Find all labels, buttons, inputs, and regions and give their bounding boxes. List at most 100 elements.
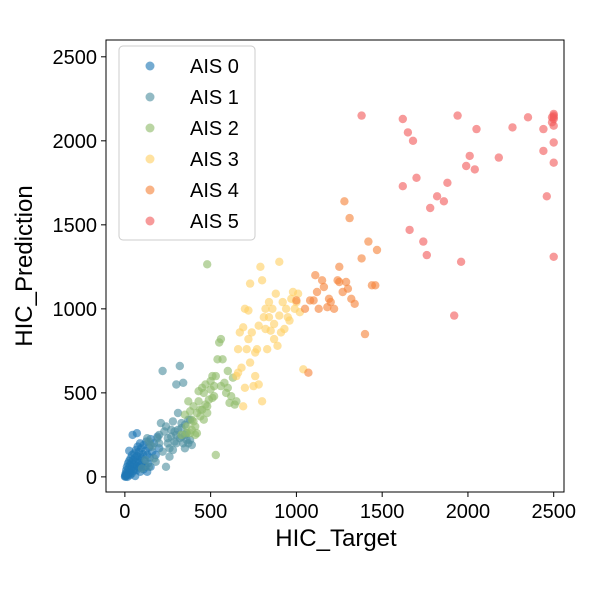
point-ais-3-8 bbox=[245, 358, 255, 367]
point-ais-3-43 bbox=[244, 306, 253, 315]
legend: AIS 0 AIS 1 AIS 2 AIS 3 AIS 4 AIS 5 bbox=[118, 45, 256, 241]
point-ais-2-39 bbox=[209, 392, 219, 401]
point-ais-2-28 bbox=[227, 392, 236, 401]
legend-marker-ais-2 bbox=[145, 123, 155, 133]
point-ais-3-40 bbox=[251, 348, 260, 357]
point-ais-5-17 bbox=[465, 151, 474, 161]
point-ais-5-3 bbox=[408, 136, 418, 145]
point-ais-5-18 bbox=[470, 165, 479, 174]
point-ais-0-57 bbox=[132, 429, 142, 438]
point-ais-1-41 bbox=[168, 445, 178, 455]
point-ais-1-1 bbox=[141, 455, 150, 465]
point-ais-4-7 bbox=[317, 276, 327, 285]
point-ais-2-33 bbox=[216, 334, 226, 344]
point-ais-4-29 bbox=[324, 294, 334, 303]
point-ais-2-3 bbox=[184, 397, 193, 406]
point-ais-5-5 bbox=[405, 225, 414, 235]
point-ais-2-49 bbox=[191, 430, 200, 440]
point-ais-3-47 bbox=[264, 313, 274, 322]
point-ais-5-25 bbox=[542, 192, 551, 201]
point-ais-2-40 bbox=[223, 383, 232, 392]
point-ais-4-18 bbox=[350, 299, 359, 308]
point-ais-3-20 bbox=[266, 326, 275, 335]
point-ais-2-26 bbox=[223, 366, 232, 376]
legend-label-ais-1: AIS 1 bbox=[190, 87, 239, 109]
point-ais-3-7 bbox=[244, 334, 253, 344]
point-ais-5-34 bbox=[549, 252, 558, 261]
x-tick-label-1500: 1500 bbox=[360, 501, 405, 523]
point-ais-1-14 bbox=[173, 408, 183, 418]
point-ais-3-31 bbox=[285, 316, 294, 325]
point-ais-4-6 bbox=[314, 304, 323, 313]
point-ais-5-23 bbox=[539, 124, 548, 134]
point-ais-2-46 bbox=[185, 407, 195, 416]
point-ais-5-11 bbox=[439, 197, 449, 206]
point-ais-3-18 bbox=[263, 345, 272, 354]
point-ais-4-15 bbox=[341, 277, 351, 287]
point-ais-3-50 bbox=[261, 304, 270, 313]
y-tick-label-1000: 1000 bbox=[53, 299, 98, 321]
legend-label-ais-3: AIS 3 bbox=[190, 149, 239, 171]
point-ais-1-11 bbox=[168, 417, 178, 426]
point-ais-1-6 bbox=[158, 447, 167, 456]
point-ais-1-46 bbox=[180, 444, 190, 453]
point-ais-4-23 bbox=[371, 281, 380, 290]
legend-label-ais-5: AIS 5 bbox=[190, 211, 239, 233]
x-tick-label-1000: 1000 bbox=[274, 501, 319, 523]
point-ais-5-15 bbox=[456, 257, 466, 266]
point-ais-2-45 bbox=[208, 371, 217, 381]
x-axis-label: HIC_Target bbox=[275, 525, 397, 552]
point-ais-3-22 bbox=[269, 319, 279, 329]
point-ais-3-42 bbox=[233, 368, 243, 377]
point-ais-1-45 bbox=[143, 434, 152, 443]
point-ais-2-41 bbox=[203, 402, 212, 411]
point-ais-5-14 bbox=[453, 111, 462, 120]
point-ais-4-27 bbox=[304, 368, 313, 377]
point-ais-4-5 bbox=[312, 287, 322, 297]
point-ais-5-35 bbox=[547, 113, 557, 122]
point-ais-3-46 bbox=[239, 402, 248, 411]
point-ais-5-12 bbox=[443, 178, 452, 187]
point-ais-0-64 bbox=[120, 472, 130, 481]
point-ais-1-33 bbox=[175, 361, 184, 371]
y-tick-label-500: 500 bbox=[64, 383, 97, 405]
point-ais-3-45 bbox=[254, 380, 263, 389]
point-ais-4-26 bbox=[345, 213, 354, 223]
point-ais-2-43 bbox=[194, 387, 203, 396]
point-ais-1-39 bbox=[149, 454, 159, 463]
point-ais-2-37 bbox=[199, 415, 208, 424]
point-ais-3-9 bbox=[247, 328, 256, 337]
point-ais-3-44 bbox=[257, 397, 267, 406]
point-ais-4-8 bbox=[319, 282, 329, 292]
legend-marker-ais-4 bbox=[145, 185, 155, 195]
point-ais-3-1 bbox=[233, 345, 243, 354]
x-tick-label-2500: 2500 bbox=[531, 501, 576, 523]
point-ais-3-48 bbox=[275, 257, 284, 266]
point-ais-1-49 bbox=[155, 439, 164, 448]
legend-label-ais-2: AIS 2 bbox=[190, 118, 239, 140]
point-ais-0-55 bbox=[125, 446, 134, 455]
point-ais-3-15 bbox=[257, 276, 267, 285]
point-ais-5-4 bbox=[398, 182, 407, 191]
point-ais-4-24 bbox=[372, 245, 382, 255]
point-ais-5-32 bbox=[549, 138, 558, 147]
point-ais-2-14 bbox=[203, 408, 212, 418]
point-ais-2-36 bbox=[196, 405, 205, 414]
point-ais-1-24 bbox=[160, 427, 169, 436]
legend-marker-ais-5 bbox=[145, 216, 155, 226]
point-ais-3-49 bbox=[269, 334, 279, 344]
point-ais-3-39 bbox=[245, 279, 255, 288]
point-ais-3-28 bbox=[280, 324, 289, 334]
point-ais-4-1 bbox=[300, 304, 310, 313]
point-ais-3-19 bbox=[264, 297, 274, 307]
point-ais-3-23 bbox=[271, 289, 280, 298]
point-ais-5-6 bbox=[412, 173, 421, 182]
x-tick-label-2000: 2000 bbox=[446, 501, 491, 523]
axis-ticks: 0 500 1000 1500 2000 2500 0 500 1000 1500 2000 2500 bbox=[53, 47, 576, 523]
point-ais-5-9 bbox=[426, 203, 435, 213]
point-ais-4-21 bbox=[364, 237, 373, 246]
point-ais-2-9 bbox=[194, 397, 203, 406]
point-ais-5-22 bbox=[523, 113, 533, 122]
point-ais-2-35 bbox=[189, 417, 198, 426]
legend-label-ais-4: AIS 4 bbox=[190, 180, 239, 202]
